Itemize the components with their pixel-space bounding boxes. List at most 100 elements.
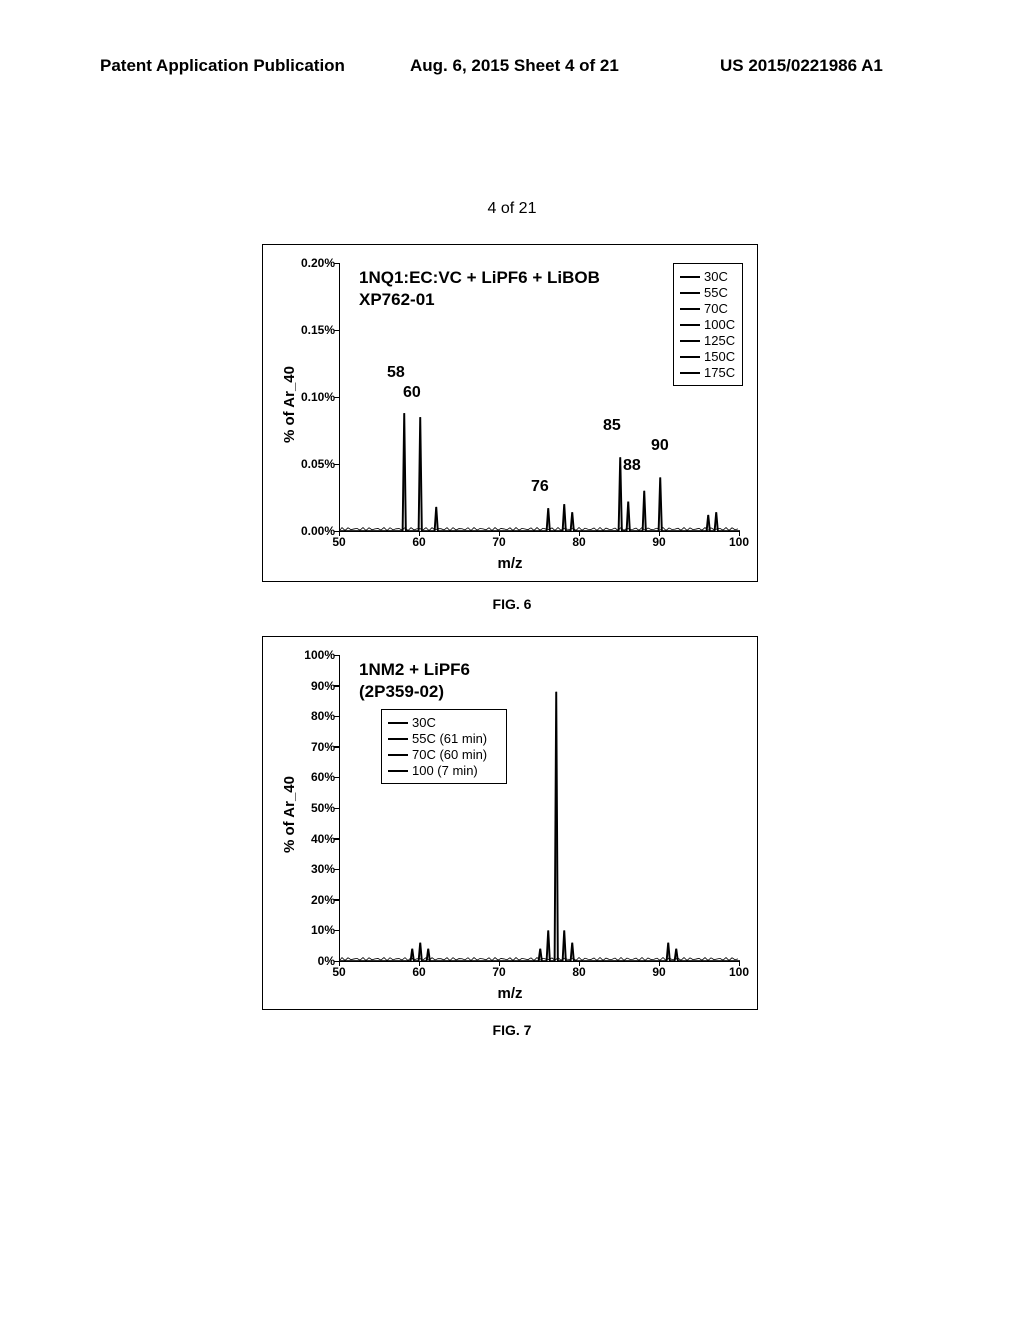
legend-label: 55C <box>704 285 728 300</box>
y-tick-label: 40% <box>291 832 335 846</box>
peak-label: 60 <box>403 384 421 402</box>
x-tick-mark <box>419 531 421 536</box>
legend-item: 70C (60 min) <box>388 747 500 762</box>
legend-item: 30C <box>680 269 736 284</box>
legend-swatch <box>388 738 408 740</box>
x-tick-label: 60 <box>399 535 439 549</box>
chart2-legend: 30C55C (61 min)70C (60 min)100 (7 min) <box>381 709 507 784</box>
x-tick-label: 50 <box>319 965 359 979</box>
header-right: US 2015/0221986 A1 <box>720 56 883 76</box>
y-tick-label: 70% <box>291 740 335 754</box>
x-tick-mark <box>659 531 661 536</box>
legend-swatch <box>388 754 408 756</box>
legend-label: 55C (61 min) <box>412 731 487 746</box>
y-tick-mark <box>334 330 339 332</box>
y-tick-label: 100% <box>291 648 335 662</box>
legend-item: 100C <box>680 317 736 332</box>
chart2-title-line1: 1NM2 + LiPF6 <box>359 660 470 679</box>
y-tick-mark <box>334 930 339 932</box>
header-left: Patent Application Publication <box>100 56 345 76</box>
x-tick-mark <box>739 961 741 966</box>
y-tick-mark <box>334 808 339 810</box>
chart1-title: 1NQ1:EC:VC + LiPF6 + LiBOB XP762-01 <box>359 267 600 311</box>
x-tick-label: 90 <box>639 535 679 549</box>
x-tick-mark <box>579 961 581 966</box>
x-tick-label: 100 <box>719 535 759 549</box>
y-tick-label: 90% <box>291 679 335 693</box>
y-tick-mark <box>334 655 339 657</box>
y-tick-label: 80% <box>291 709 335 723</box>
chart1-title-line1: 1NQ1:EC:VC + LiPF6 + LiBOB <box>359 268 600 287</box>
peak-label: 76 <box>531 478 549 496</box>
y-tick-label: 0.15% <box>291 323 335 337</box>
peak-label: 85 <box>603 417 621 435</box>
y-tick-mark <box>334 716 339 718</box>
y-tick-mark <box>334 464 339 466</box>
fig7-caption: FIG. 7 <box>0 1022 1024 1038</box>
legend-label: 100C <box>704 317 735 332</box>
legend-label: 150C <box>704 349 735 364</box>
x-tick-label: 100 <box>719 965 759 979</box>
y-tick-label: 30% <box>291 862 335 876</box>
y-tick-mark <box>334 746 339 748</box>
legend-label: 30C <box>704 269 728 284</box>
legend-swatch <box>388 770 408 772</box>
y-tick-mark <box>334 777 339 779</box>
legend-item: 100 (7 min) <box>388 763 500 778</box>
x-tick-label: 60 <box>399 965 439 979</box>
y-tick-mark <box>334 869 339 871</box>
legend-swatch <box>680 308 700 310</box>
legend-item: 70C <box>680 301 736 316</box>
chart2-title-line2: (2P359-02) <box>359 682 444 701</box>
peak-label: 90 <box>651 437 669 455</box>
x-tick-label: 50 <box>319 535 359 549</box>
legend-swatch <box>680 292 700 294</box>
chart-fig6: % of Ar_40 m/z 1NQ1:EC:VC + LiPF6 + LiBO… <box>262 244 758 582</box>
legend-item: 55C <box>680 285 736 300</box>
x-tick-label: 70 <box>479 965 519 979</box>
legend-swatch <box>680 356 700 358</box>
sheet-label: 4 of 21 <box>0 200 1024 218</box>
fig6-caption: FIG. 6 <box>0 596 1024 612</box>
x-tick-mark <box>419 961 421 966</box>
legend-label: 175C <box>704 365 735 380</box>
x-tick-mark <box>659 961 661 966</box>
header-center: Aug. 6, 2015 Sheet 4 of 21 <box>410 56 619 76</box>
chart-fig7: % of Ar_40 m/z 1NM2 + LiPF6 (2P359-02) 3… <box>262 636 758 1010</box>
legend-label: 30C <box>412 715 436 730</box>
y-tick-label: 0.05% <box>291 457 335 471</box>
legend-item: 125C <box>680 333 736 348</box>
legend-item: 150C <box>680 349 736 364</box>
y-tick-label: 60% <box>291 770 335 784</box>
x-tick-mark <box>499 961 501 966</box>
chart1-legend: 30C55C70C100C125C150C175C <box>673 263 743 386</box>
legend-swatch <box>680 372 700 374</box>
peak-label: 58 <box>387 364 405 382</box>
legend-swatch <box>680 340 700 342</box>
legend-swatch <box>388 722 408 724</box>
x-tick-label: 80 <box>559 965 599 979</box>
x-tick-label: 90 <box>639 965 679 979</box>
legend-item: 55C (61 min) <box>388 731 500 746</box>
peak-label: 88 <box>623 457 641 475</box>
y-tick-mark <box>334 838 339 840</box>
legend-swatch <box>680 324 700 326</box>
y-tick-mark <box>334 685 339 687</box>
x-tick-mark <box>339 961 341 966</box>
legend-label: 70C (60 min) <box>412 747 487 762</box>
x-tick-mark <box>339 531 341 536</box>
y-tick-label: 50% <box>291 801 335 815</box>
y-tick-label: 0.10% <box>291 390 335 404</box>
y-tick-label: 20% <box>291 893 335 907</box>
page: Patent Application Publication Aug. 6, 2… <box>0 0 1024 1320</box>
chart2-title: 1NM2 + LiPF6 (2P359-02) <box>359 659 470 703</box>
legend-label: 70C <box>704 301 728 316</box>
chart1-ylabel: % of Ar_40 <box>281 366 298 443</box>
legend-label: 125C <box>704 333 735 348</box>
chart1-xlabel: m/z <box>263 555 757 572</box>
x-tick-label: 80 <box>559 535 599 549</box>
legend-swatch <box>680 276 700 278</box>
legend-item: 30C <box>388 715 500 730</box>
y-tick-mark <box>334 899 339 901</box>
chart2-xlabel: m/z <box>263 985 757 1002</box>
